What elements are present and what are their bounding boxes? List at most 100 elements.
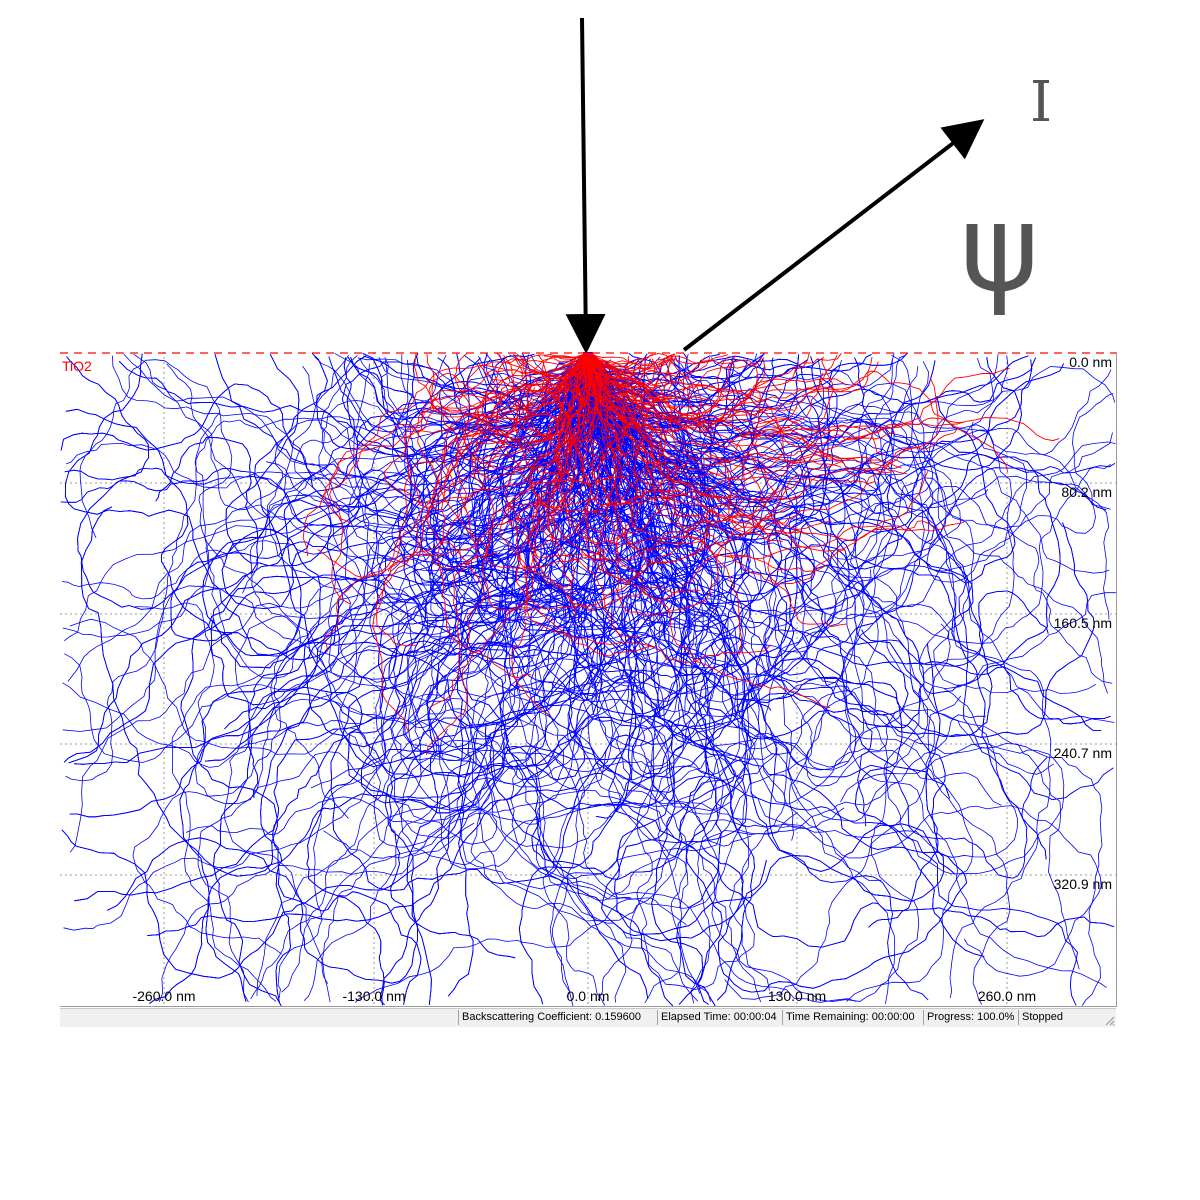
reflected-beam-arrow: [682, 119, 985, 352]
y-tick-label: 80.2 nm: [1061, 484, 1112, 500]
backscattered-trajectory: [477, 352, 618, 434]
absorbed-trajectory: [585, 352, 1022, 514]
intensity-symbol: I: [1030, 70, 1053, 135]
absorbed-trajectory: [306, 352, 591, 1006]
absorbed-trajectory: [355, 352, 956, 875]
backscattered-trajectory: [324, 352, 586, 524]
backscattered-trajectory: [442, 352, 589, 461]
absorbed-trajectory: [518, 352, 638, 1005]
backscattered-trajectory: [565, 352, 670, 543]
absorbed-trajectory: [425, 352, 600, 572]
y-tick-label: 160.5 nm: [1053, 615, 1112, 631]
backscattered-trajectory: [590, 352, 883, 457]
backscattered-trajectory: [589, 352, 762, 399]
backscattered-trajectory: [586, 352, 965, 466]
absorbed-trajectory: [61, 352, 586, 600]
absorbed-trajectory: [586, 352, 974, 1003]
backscattered-trajectory: [589, 352, 742, 655]
absorbed-trajectory: [558, 352, 1028, 812]
angle-symbol: ψ: [960, 180, 1040, 319]
absorbed-trajectory: [406, 352, 613, 1005]
absorbed-trajectory: [311, 352, 587, 458]
absorbed-trajectory: [74, 352, 592, 765]
absorbed-trajectory: [321, 352, 591, 757]
absorbed-trajectory: [542, 352, 762, 710]
backscattered-trajectory: [586, 352, 1060, 442]
backscattered-trajectory: [586, 352, 706, 375]
backscattering-panel: Backscattering Coefficient: 0.159600: [458, 1010, 656, 1025]
absorbed-trajectory: [391, 352, 627, 1003]
absorbed-trajectory: [473, 352, 838, 546]
absorbed-trajectory: [69, 352, 624, 818]
absorbed-trajectory: [476, 352, 749, 1005]
backscattered-trajectory: [589, 352, 847, 628]
absorbed-trajectory: [585, 352, 1114, 534]
backscattered-trajectory: [586, 352, 652, 398]
absorbed-trajectory: [132, 352, 601, 955]
trajectory-plot: TiO2 0.0 nm 80.2 nm 160.5 nm 240.7 nm 32…: [60, 352, 1117, 1007]
absorbed-trajectory: [477, 352, 1047, 860]
backscattered-trajectory: [586, 352, 834, 438]
backscattered-trajectory: [482, 352, 653, 657]
backscattered-trajectory: [426, 352, 591, 646]
backscattered-trajectory: [329, 352, 592, 605]
absorbed-trajectory: [202, 352, 588, 997]
absorbed-trajectory: [135, 352, 637, 845]
backscattered-trajectory: [544, 352, 587, 359]
absorbed-trajectory: [540, 352, 1095, 738]
absorbed-trajectory: [260, 352, 627, 1005]
absorbed-trajectory: [585, 352, 1110, 574]
absorbed-trajectory: [64, 352, 592, 656]
backscattered-trajectory: [588, 352, 1010, 481]
absorbed-trajectory: [499, 352, 873, 827]
state-panel: Stopped: [1018, 1010, 1102, 1025]
status-bar: Backscattering Coefficient: 0.159600 Ela…: [60, 1008, 1116, 1027]
absorbed-trajectory: [474, 352, 1078, 1006]
layer-label: TiO2: [62, 358, 92, 374]
backscattered-trajectory: [586, 352, 675, 365]
backscattered-trajectory: [584, 352, 939, 500]
absorbed-trajectory: [582, 352, 1115, 723]
absorbed-trajectory: [583, 352, 899, 632]
absorbed-trajectory: [171, 352, 608, 1002]
backscattered-trajectory: [590, 352, 872, 462]
backscattered-trajectory: [588, 352, 831, 709]
absorbed-trajectory: [590, 352, 936, 678]
absorbed-trajectory: [576, 352, 1108, 694]
absorbed-trajectory: [266, 352, 599, 813]
absorbed-trajectory: [587, 353, 1037, 505]
x-tick-label: 0.0 nm: [566, 988, 610, 1004]
absorbed-trajectory: [185, 352, 720, 836]
absorbed-trajectory: [118, 352, 595, 475]
absorbed-trajectory: [74, 352, 617, 902]
absorbed-trajectory: [330, 352, 950, 892]
absorbed-trajectory: [578, 352, 961, 882]
backscattered-trajectory: [587, 352, 846, 585]
backscattered-trajectory: [417, 352, 588, 557]
absorbed-trajectory: [573, 352, 968, 993]
backscattered-trajectory: [575, 352, 784, 501]
backscattered-trajectory: [481, 352, 587, 440]
absorbed-trajectory: [205, 352, 714, 762]
y-tick-label: 240.7 nm: [1053, 745, 1112, 761]
backscattered-trajectory: [584, 352, 873, 426]
backscattered-trajectory: [375, 352, 590, 647]
absorbed-trajectory: [379, 352, 727, 1006]
backscattered-trajectory: [416, 352, 593, 569]
backscattered-trajectory: [541, 352, 838, 427]
absorbed-trajectory: [67, 352, 607, 682]
absorbed-trajectory: [80, 352, 609, 877]
x-tick-label: -260.0 nm: [132, 988, 196, 1004]
backscattered-trajectory: [425, 352, 587, 755]
backscattered-trajectory: [585, 352, 711, 389]
absorbed-trajectory: [354, 352, 746, 1003]
progress-panel: Progress: 100.0%: [923, 1010, 1019, 1025]
backscattered-trajectory: [514, 352, 591, 396]
resize-grip-icon[interactable]: [1103, 1014, 1115, 1026]
backscattered-trajectory: [546, 352, 639, 640]
absorbed-trajectory: [210, 352, 691, 799]
x-tick-label: -130.0 nm: [342, 988, 406, 1004]
backscattered-trajectory: [317, 352, 590, 579]
absorbed-trajectory: [80, 352, 609, 877]
backscattered-trajectory: [429, 352, 589, 708]
